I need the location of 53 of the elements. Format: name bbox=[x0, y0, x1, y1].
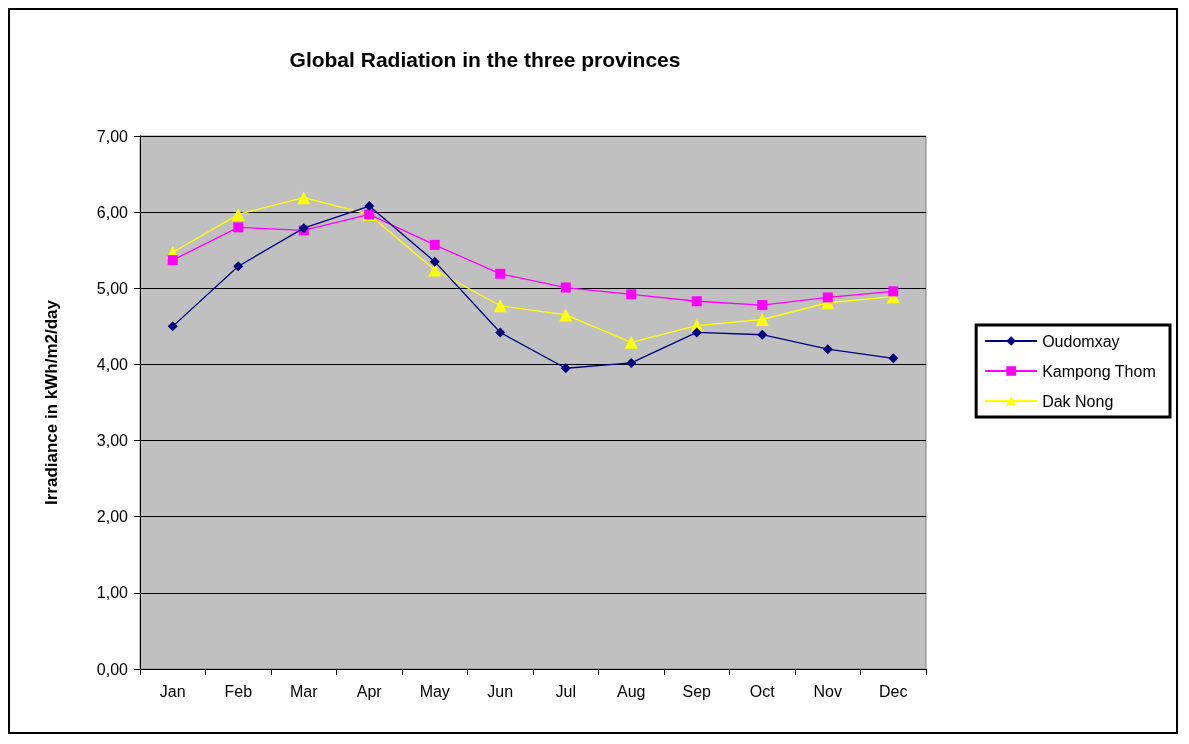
y-tick-label: 1,00 bbox=[96, 584, 129, 602]
point bbox=[626, 357, 637, 368]
point bbox=[757, 329, 768, 340]
x-tick-label: Oct bbox=[749, 682, 776, 700]
x-tick-label: Jul bbox=[555, 682, 576, 700]
point bbox=[495, 268, 506, 279]
point bbox=[233, 222, 244, 233]
point bbox=[822, 292, 833, 303]
x-tick-label: Aug bbox=[617, 682, 646, 700]
point bbox=[495, 327, 506, 338]
point bbox=[231, 207, 245, 221]
point bbox=[626, 289, 637, 300]
x-tick-label: Mar bbox=[289, 682, 319, 700]
point bbox=[560, 363, 571, 374]
y-tick-label: 0,00 bbox=[96, 660, 129, 678]
point bbox=[888, 286, 899, 297]
point bbox=[167, 255, 178, 266]
x-tick-label: Jun bbox=[487, 682, 514, 700]
x-tick-label: Jan bbox=[159, 682, 186, 700]
point bbox=[429, 239, 440, 250]
point bbox=[364, 201, 375, 212]
x-tick-label: Apr bbox=[356, 682, 383, 700]
point bbox=[691, 327, 702, 338]
point bbox=[493, 299, 507, 313]
point bbox=[757, 300, 768, 311]
point bbox=[428, 263, 442, 277]
point bbox=[624, 335, 638, 349]
legend-label: Kampong Thom bbox=[1042, 362, 1156, 380]
point bbox=[167, 321, 178, 332]
x-tick-label: Sep bbox=[682, 682, 712, 700]
point bbox=[297, 191, 311, 205]
point bbox=[429, 256, 440, 267]
x-tick-label: Feb bbox=[224, 682, 253, 700]
legend-label: Dak Nong bbox=[1042, 392, 1114, 410]
y-tick-label: 6,00 bbox=[96, 203, 129, 221]
chart-title: Global Radiation in the three provinces bbox=[289, 48, 681, 71]
point bbox=[691, 296, 702, 307]
point bbox=[822, 344, 833, 355]
x-tick-label: Dec bbox=[879, 682, 908, 700]
point bbox=[559, 308, 573, 322]
point bbox=[755, 313, 769, 326]
y-tick-label: 4,00 bbox=[96, 355, 129, 373]
x-tick-label: Nov bbox=[813, 682, 842, 700]
y-tick-label: 7,00 bbox=[96, 127, 129, 145]
y-tick-label: 3,00 bbox=[96, 432, 129, 450]
y-tick-label: 5,00 bbox=[96, 279, 129, 297]
y-axis-title: Irradiance in kWh/m2/day bbox=[42, 299, 61, 506]
legend-label: Oudomxay bbox=[1042, 332, 1120, 350]
point bbox=[560, 282, 571, 293]
point bbox=[888, 353, 899, 364]
x-tick-label: May bbox=[419, 682, 450, 700]
point bbox=[233, 261, 244, 272]
y-tick-label: 2,00 bbox=[96, 508, 129, 526]
